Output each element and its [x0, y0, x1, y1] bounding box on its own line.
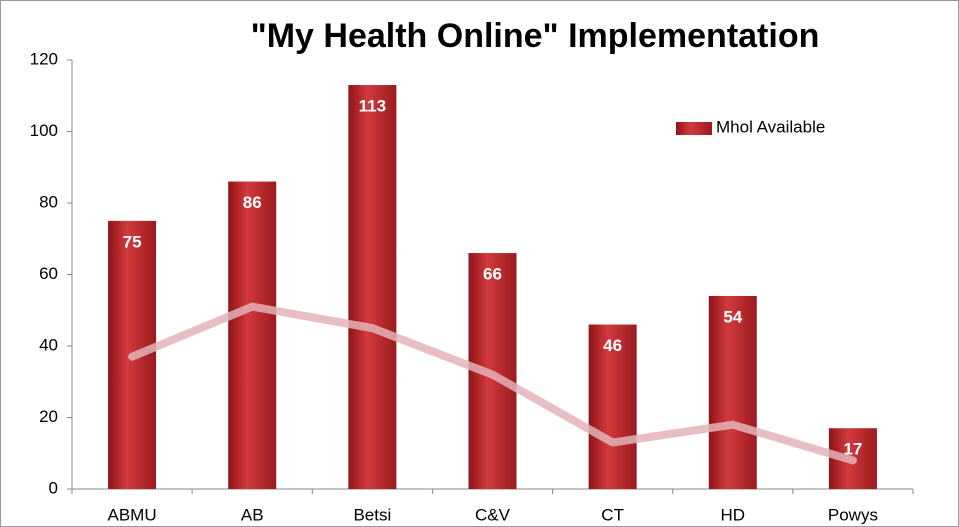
- x-tick-label: HD: [721, 505, 746, 524]
- bar: [228, 181, 277, 490]
- data-label: 75: [123, 232, 142, 251]
- x-tick-label: ABMU: [108, 505, 157, 524]
- x-tick-label: CT: [601, 505, 624, 524]
- y-tick-label: 60: [39, 264, 58, 283]
- bar: [348, 85, 397, 490]
- data-label: 113: [359, 97, 386, 116]
- x-tick-label: C&V: [475, 505, 511, 524]
- y-tick-label: 20: [39, 407, 58, 426]
- line: [128, 302, 857, 465]
- data-label: 66: [483, 265, 502, 284]
- data-label: 54: [723, 307, 742, 326]
- data-label: 17: [843, 440, 862, 459]
- data-label: 86: [243, 193, 262, 212]
- bar: [708, 295, 757, 489]
- y-tick-label: 120: [30, 49, 58, 68]
- x-tick-label: Powys: [828, 505, 878, 524]
- x-tick-label: AB: [241, 505, 264, 524]
- x-tick-label: Betsi: [353, 505, 391, 524]
- chart-title: "My Health Online" Implementation: [251, 17, 820, 55]
- y-tick-label: 100: [30, 121, 58, 140]
- legend-swatch: [676, 122, 712, 135]
- y-tick-label: 80: [39, 192, 58, 211]
- bar: [588, 324, 637, 489]
- data-label: 46: [603, 336, 622, 355]
- y-tick-label: 40: [39, 335, 58, 354]
- y-tick-label: 0: [49, 478, 58, 497]
- legend-label: Mhol Available: [716, 117, 825, 136]
